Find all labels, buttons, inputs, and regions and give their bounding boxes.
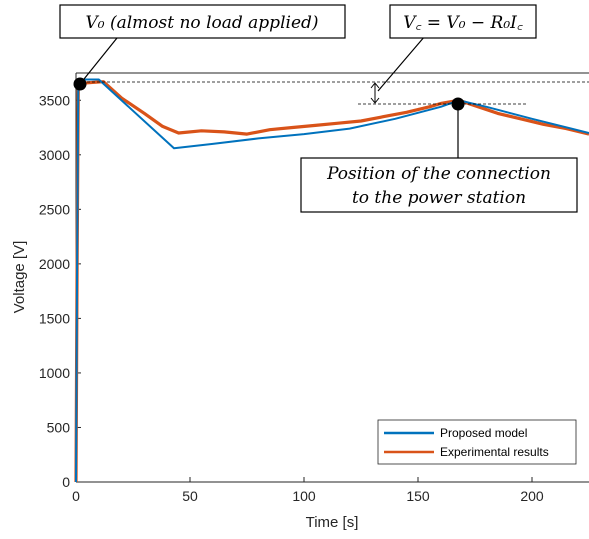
legend-box [377,419,577,465]
y-axis-label: Voltage [V] [11,241,28,314]
x-tick-label: 100 [292,488,316,504]
x-tick-label: 200 [520,488,544,504]
connection-annotation-line1: Position of the connection [326,164,551,184]
y-tick-label: 3500 [39,92,70,108]
y-tick-label: 0 [62,474,70,490]
series-line-experimental-results [74,80,589,483]
connection-annotation-line2: to the power station [352,188,526,208]
vc-annotation-text: V꜀ = V₀ − R₀I꜀ [403,13,523,33]
y-tick-label: 1000 [39,365,70,381]
legend-label-experimental-results: Experimental results [440,445,549,459]
v0-annotation-box [59,4,346,39]
x-tick-label: 50 [182,488,198,504]
vc-leader-line [377,35,426,92]
vc-arrow-head-up [370,82,380,89]
series-line-proposed-model [75,78,589,483]
x-tick-label: 150 [406,488,430,504]
vc-annotation-box [389,4,537,39]
vc-arrow-head-down [370,97,380,104]
y-tick-label: 500 [47,419,71,435]
v0-leader-line [79,37,118,85]
connection-annotation-box [300,157,578,213]
y-tick-label: 3000 [39,147,70,163]
legend-label-proposed-model: Proposed model [440,426,527,440]
v0-marker-point [73,77,87,91]
y-tick-label: 2500 [39,201,70,217]
x-tick-label: 0 [72,488,80,504]
series-layer [74,78,589,483]
v0-annotation-text: V₀ (almost no load applied) [85,13,318,33]
legend: Proposed model Experimental results [377,419,577,465]
connection-marker-point [451,97,465,111]
y-tick-label: 2000 [39,256,70,272]
x-axis-label: Time [s] [306,514,359,531]
y-tick-label: 1500 [39,310,70,326]
